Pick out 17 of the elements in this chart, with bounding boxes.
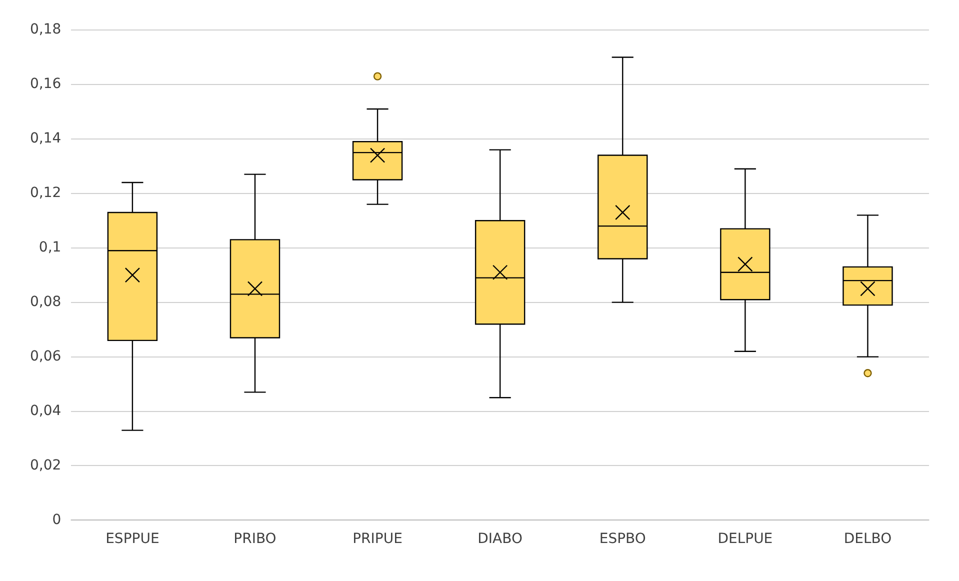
y-tick-label: 0,06 — [30, 348, 62, 364]
x-tick-label: DELBO — [844, 531, 892, 548]
y-tick-label: 0,04 — [30, 402, 62, 419]
y-tick-label: 0,1 — [38, 240, 62, 256]
y-tick-label: 0,12 — [30, 185, 62, 202]
y-tick-label: 0,14 — [30, 130, 62, 147]
x-tick-label: ESPPUE — [106, 531, 160, 548]
x-tick-label: ESPBO — [599, 531, 646, 548]
y-tick-label: 0,02 — [30, 457, 62, 474]
y-tick-label: 0,16 — [30, 76, 62, 92]
y-tick-label: 0,08 — [30, 294, 62, 310]
x-tick-label: DIABO — [478, 531, 523, 548]
x-tick-label: PRIBO — [234, 531, 276, 548]
x-tick-label: PRIPUE — [352, 531, 402, 548]
y-tick-label: 0 — [52, 512, 62, 528]
x-tick-label: DELPUE — [718, 531, 773, 548]
y-tick-label: 0,18 — [30, 22, 62, 38]
